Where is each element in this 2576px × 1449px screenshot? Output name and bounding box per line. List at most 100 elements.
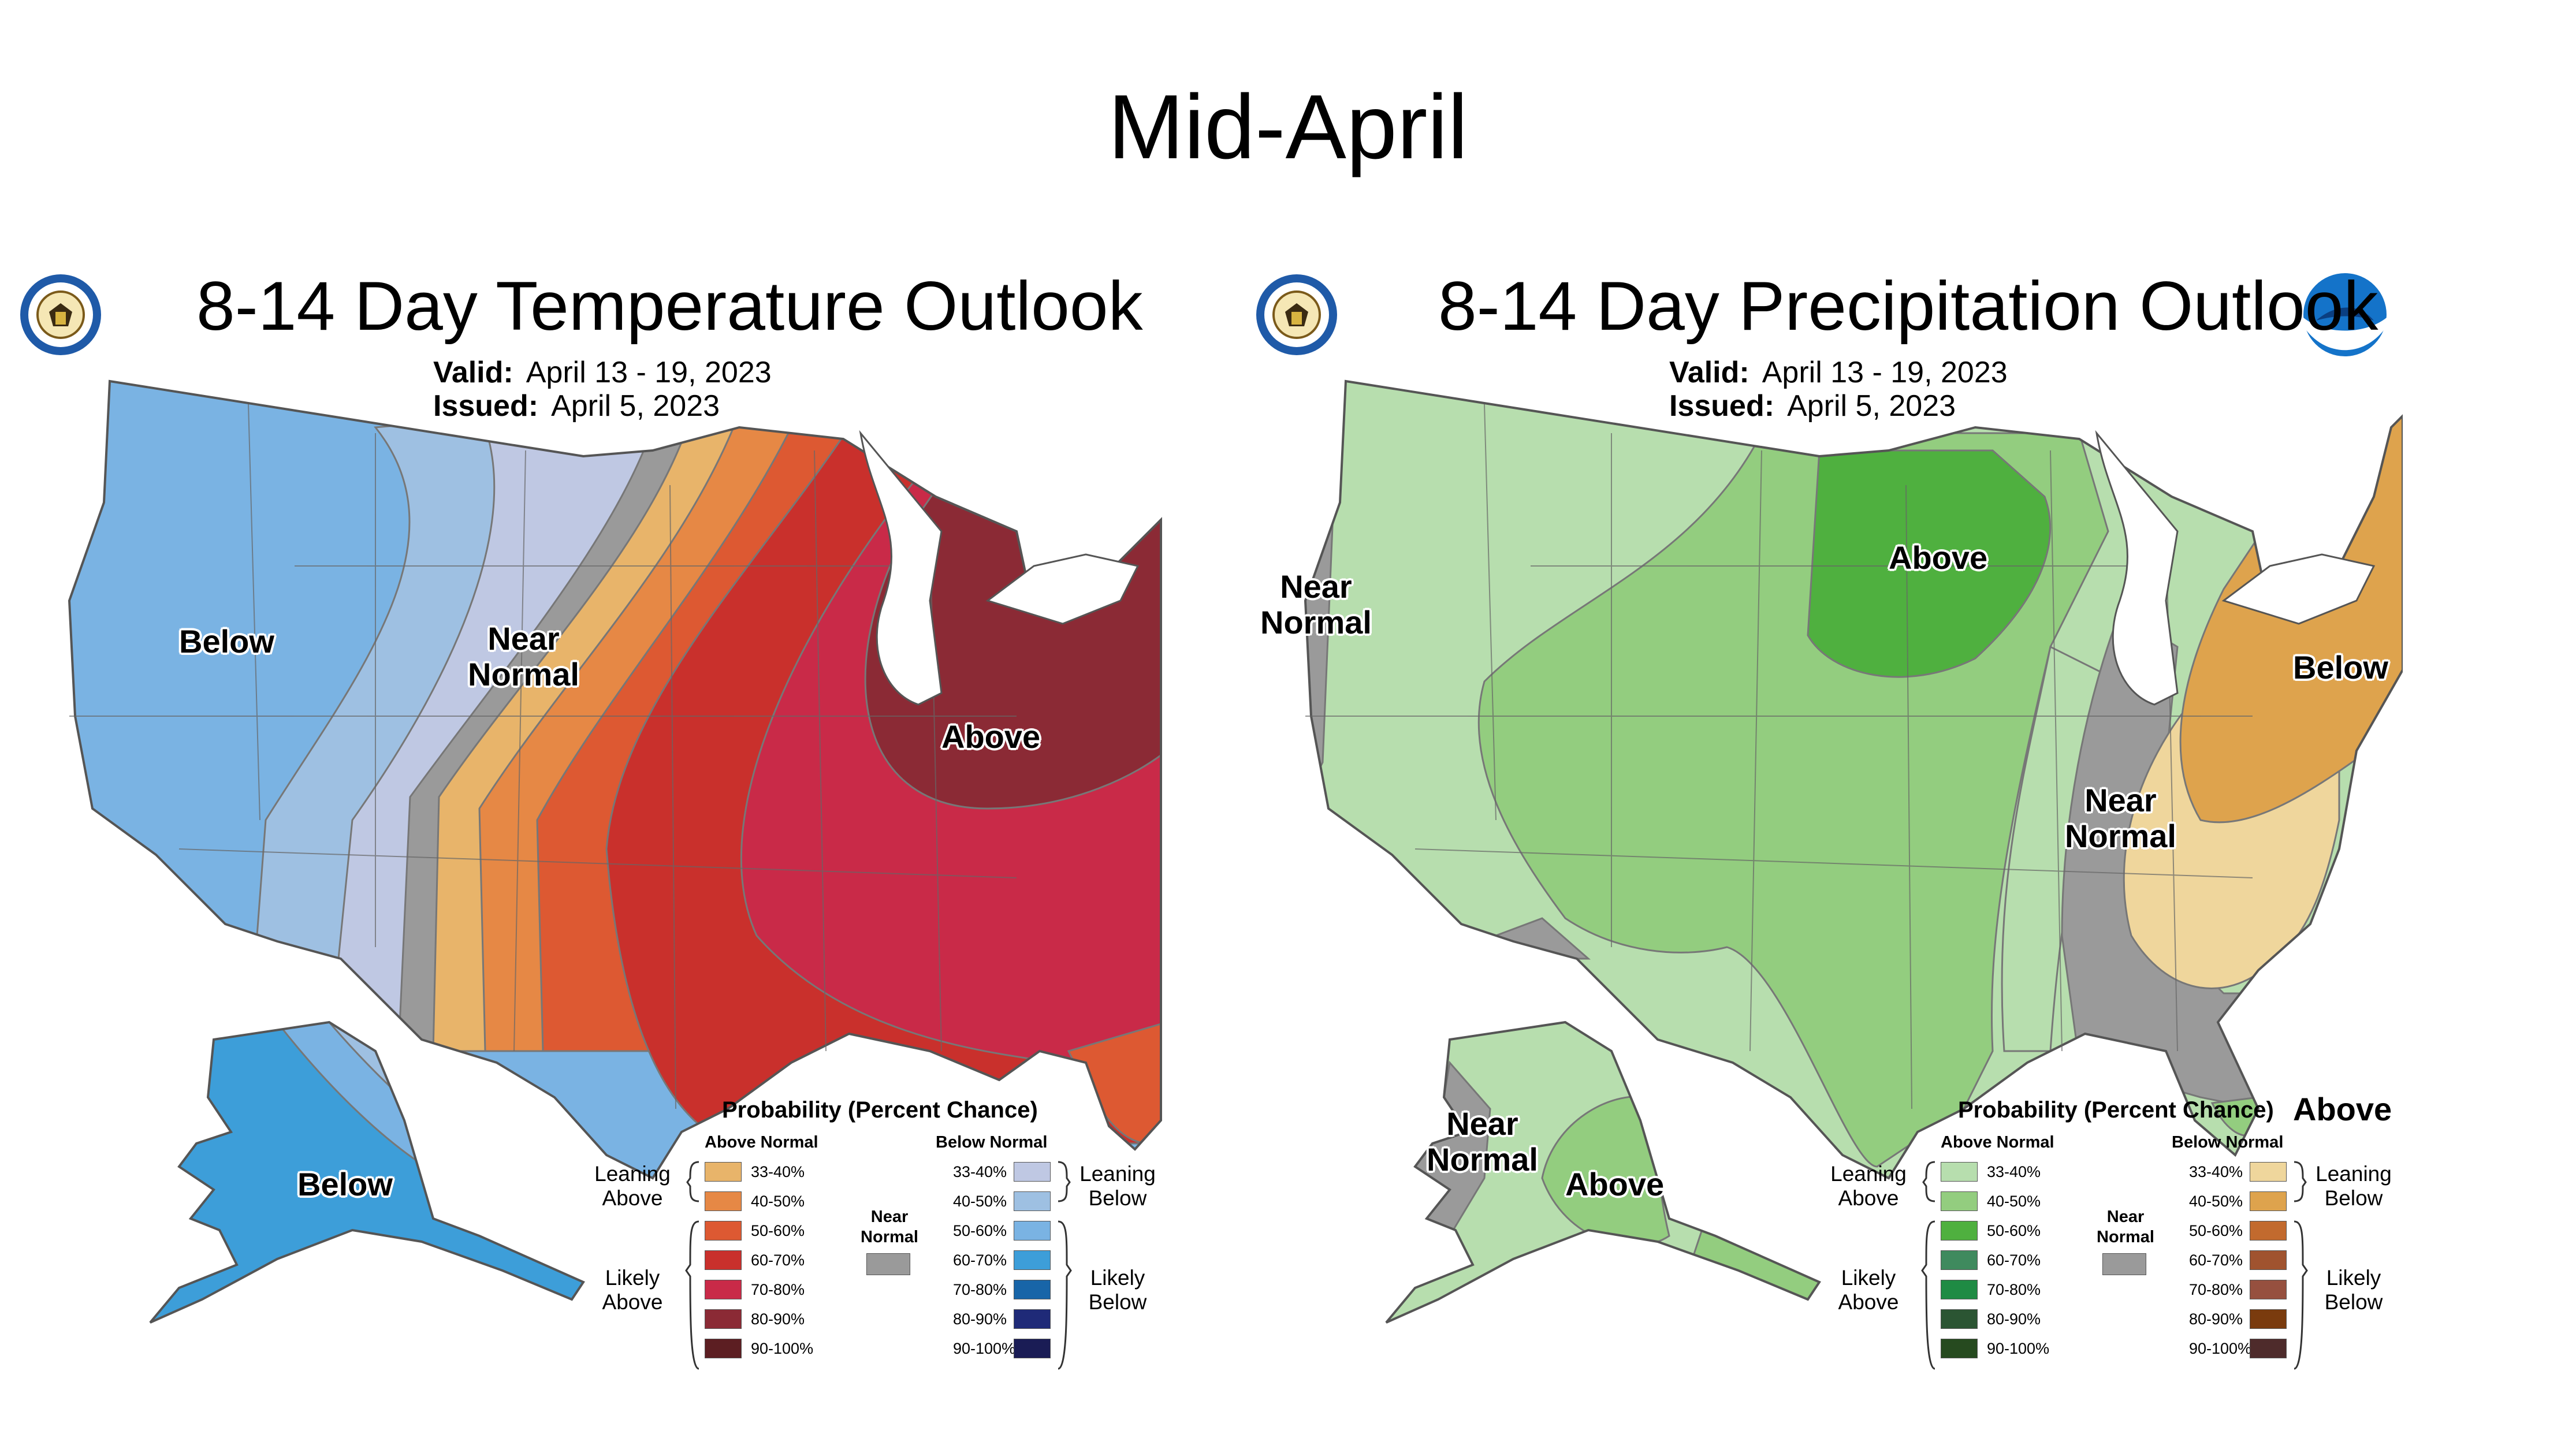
- legend-likely-above: Likely Above: [602, 1266, 663, 1314]
- legend-below-label: 60-70%: [2189, 1251, 2243, 1269]
- legend-brackets: [685, 1161, 1072, 1370]
- legend-above-label: 60-70%: [1987, 1251, 2041, 1269]
- legend-below-label: 33-40%: [953, 1163, 1007, 1180]
- legend-leaning-below: Leaning Below: [2316, 1162, 2392, 1210]
- legend-below-label: 90-100%: [953, 1340, 1016, 1357]
- legend-above-swatch: [1941, 1162, 1978, 1182]
- legend-above-label: 50-60%: [751, 1222, 805, 1239]
- map-label-below-east: Below: [2293, 649, 2388, 686]
- legend-leaning-above: Leaning Above: [594, 1162, 671, 1210]
- legend-above-label: 60-70%: [751, 1251, 805, 1269]
- legend-above-label: 40-50%: [751, 1193, 805, 1210]
- map-label-near-normal-southeast: Near Normal: [2065, 782, 2176, 854]
- legend-below-swatch: [1014, 1162, 1051, 1182]
- legend-above-swatch: [705, 1309, 742, 1329]
- legend-below-label: 50-60%: [2189, 1222, 2243, 1239]
- precipitation-outlook-panel: 8-14 Day Precipitation Outlook Valid: Apr…: [1242, 243, 2403, 1432]
- map-label-below: Below: [179, 623, 274, 660]
- legend-below-swatch: [2250, 1221, 2287, 1241]
- temperature-issued: Issued: April 5, 2023: [433, 389, 720, 423]
- legend-likely-below: Likely Below: [2324, 1266, 2383, 1314]
- legend-above-swatch: [1941, 1221, 1978, 1241]
- precipitation-map: [1304, 379, 2403, 1324]
- legend-below-swatch: [1014, 1309, 1051, 1329]
- legend-above-swatch: [1941, 1191, 1978, 1211]
- legend-brackets: [1921, 1161, 2308, 1370]
- legend-below-label: 33-40%: [2189, 1163, 2243, 1180]
- legend-below-swatch: [1014, 1280, 1051, 1299]
- legend-above-swatch: [705, 1250, 742, 1270]
- temperature-valid: Valid: April 13 - 19, 2023: [433, 356, 772, 389]
- legend-above-header: Above Normal: [705, 1133, 818, 1152]
- legend-above-swatch: [705, 1221, 742, 1241]
- legend-below-label: 90-100%: [2189, 1340, 2252, 1357]
- legend-above-label: 33-40%: [751, 1163, 805, 1180]
- legend-above-header: Above Normal: [1941, 1133, 2054, 1152]
- legend-near-normal-swatch: [866, 1253, 910, 1275]
- legend-above-label: 90-100%: [1987, 1340, 2050, 1357]
- legend-below-swatch: [2250, 1280, 2287, 1299]
- legend-above-swatch: [1941, 1250, 1978, 1270]
- legend-above-label: 40-50%: [1987, 1193, 2041, 1210]
- precipitation-valid: Valid: April 13 - 19, 2023: [1669, 356, 2008, 389]
- temperature-legend: Probability (Percent Chance) Above Normal…: [583, 1097, 1167, 1432]
- noaa-logo-icon: [2303, 273, 2387, 356]
- legend-below-label: 70-80%: [2189, 1281, 2243, 1298]
- commerce-seal-icon: [1256, 274, 1337, 355]
- legend-below-swatch: [2250, 1250, 2287, 1270]
- legend-below-header: Below Normal: [2172, 1133, 2284, 1152]
- commerce-seal-icon: [20, 274, 101, 355]
- legend-likely-above: Likely Above: [1838, 1266, 1899, 1314]
- legend-above-label: 50-60%: [1987, 1222, 2041, 1239]
- legend-leaning-below: Leaning Below: [1079, 1162, 1156, 1210]
- map-label-above-north-central: Above: [1889, 539, 1988, 576]
- legend-above-label: 33-40%: [1987, 1163, 2041, 1180]
- legend-below-label: 80-90%: [2189, 1310, 2243, 1328]
- legend-title: Probability (Percent Chance): [722, 1097, 1038, 1123]
- legend-above-swatch: [705, 1339, 742, 1358]
- legend-below-swatch: [2250, 1162, 2287, 1182]
- legend-below-swatch: [1014, 1191, 1051, 1211]
- legend-above-swatch: [705, 1191, 742, 1211]
- precipitation-title: 8-14 Day Precipitation Outlook: [1438, 267, 2378, 345]
- precipitation-legend: Probability (Percent Chance) Above Normal…: [1819, 1097, 2403, 1432]
- legend-above-swatch: [1941, 1339, 1978, 1358]
- legend-near-normal: Near Normal: [2097, 1208, 2154, 1246]
- legend-above-swatch: [1941, 1309, 1978, 1329]
- temperature-outlook-panel: 8-14 Day Temperature Outlook Valid: April…: [6, 243, 1167, 1432]
- legend-below-swatch: [2250, 1339, 2287, 1358]
- legend-above-swatch: [705, 1280, 742, 1299]
- legend-above-label: 70-80%: [1987, 1281, 2041, 1298]
- legend-near-normal-swatch: [2102, 1253, 2146, 1275]
- map-label-near-normal: Near Normal: [468, 620, 579, 692]
- legend-above-label: 80-90%: [751, 1310, 805, 1328]
- legend-title: Probability (Percent Chance): [1958, 1097, 2274, 1123]
- legend-above-label: 70-80%: [751, 1281, 805, 1298]
- map-label-alaska-near-normal: Near Normal: [1427, 1105, 1538, 1178]
- map-label-above-florida: Above: [2293, 1091, 2392, 1127]
- legend-below-label: 70-80%: [953, 1281, 1007, 1298]
- slide-title: Mid-April: [1108, 76, 1468, 178]
- temperature-map: [68, 379, 1162, 1324]
- legend-below-label: 60-70%: [953, 1251, 1007, 1269]
- map-label-near-normal-west: Near Normal: [1260, 568, 1372, 640]
- legend-below-label: 50-60%: [953, 1222, 1007, 1239]
- legend-below-label: 40-50%: [953, 1193, 1007, 1210]
- temperature-title: 8-14 Day Temperature Outlook: [196, 267, 1143, 345]
- map-label-alaska-above: Above: [1565, 1166, 1665, 1202]
- legend-below-header: Below Normal: [936, 1133, 1048, 1152]
- precipitation-issued: Issued: April 5, 2023: [1669, 389, 1956, 423]
- map-label-alaska-below: Below: [297, 1166, 393, 1202]
- legend-below-label: 40-50%: [2189, 1193, 2243, 1210]
- legend-above-swatch: [705, 1162, 742, 1182]
- legend-above-swatch: [1941, 1280, 1978, 1299]
- legend-above-label: 90-100%: [751, 1340, 814, 1357]
- legend-leaning-above: Leaning Above: [1830, 1162, 1907, 1210]
- legend-below-swatch: [2250, 1191, 2287, 1211]
- legend-below-label: 80-90%: [953, 1310, 1007, 1328]
- legend-near-normal: Near Normal: [861, 1208, 918, 1246]
- legend-below-swatch: [1014, 1221, 1051, 1241]
- legend-below-swatch: [2250, 1309, 2287, 1329]
- legend-likely-below: Likely Below: [1088, 1266, 1147, 1314]
- map-label-above: Above: [941, 718, 1041, 755]
